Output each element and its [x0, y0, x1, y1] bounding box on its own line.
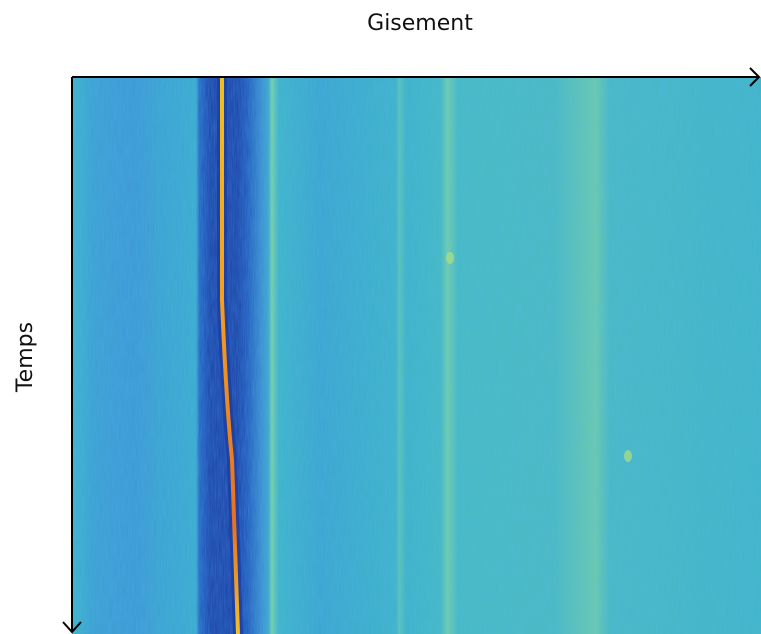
x-axis-label: Gisement	[367, 11, 473, 36]
target-trace	[220, 77, 240, 634]
x-axis-arrow	[749, 67, 761, 87]
y-axis-label: Temps	[13, 322, 38, 393]
y-axis-arrow	[62, 621, 82, 634]
echo-spot	[624, 450, 632, 462]
image-noise	[72, 77, 761, 634]
echo-spot	[446, 252, 454, 264]
